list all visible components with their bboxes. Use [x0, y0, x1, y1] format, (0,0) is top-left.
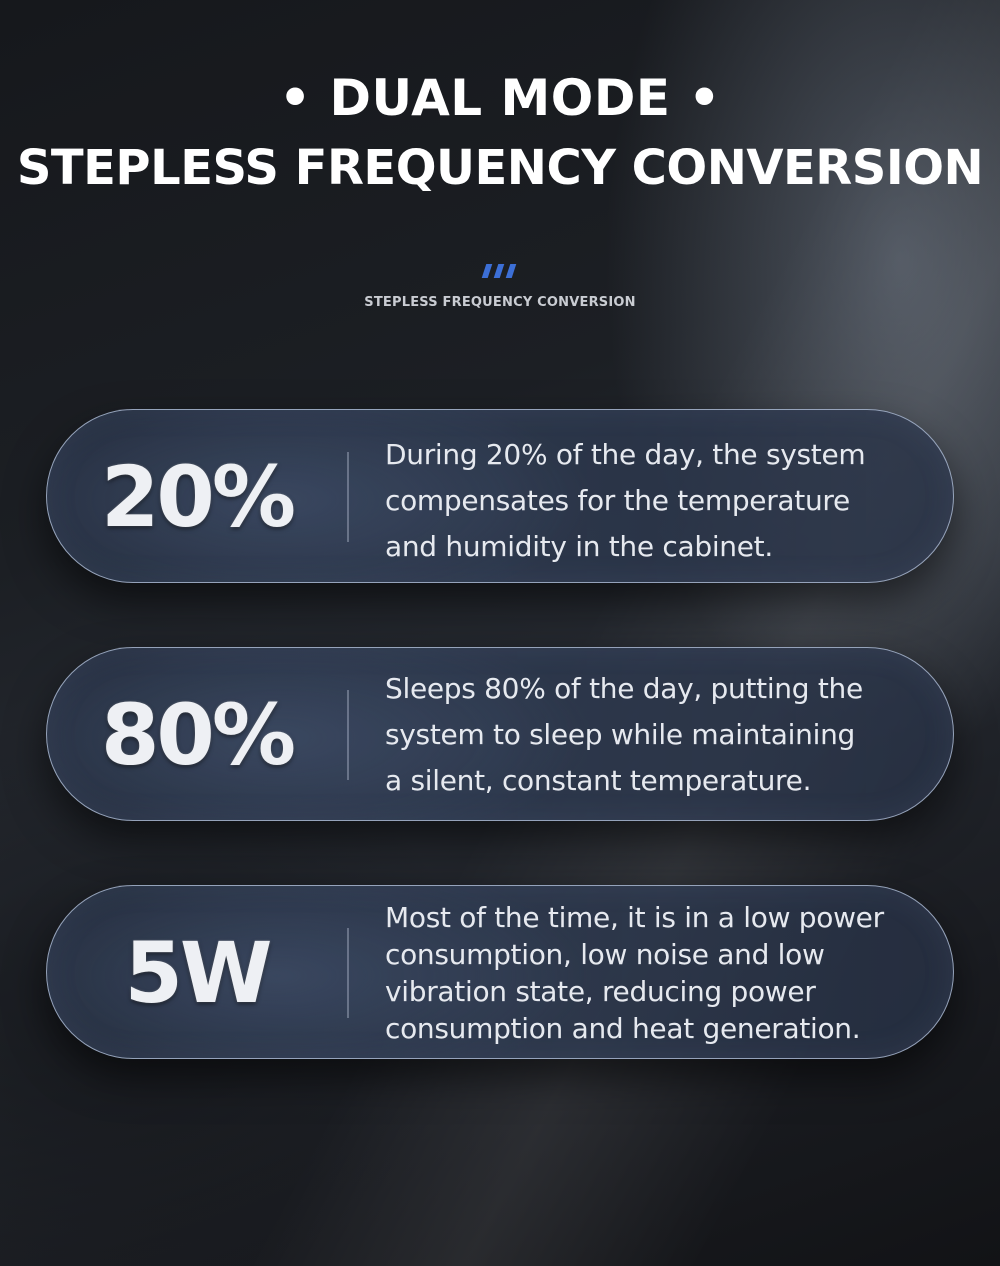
feature-card-20-percent: 20% During 20% of the day, the system co…	[46, 409, 954, 583]
page-title-line2: STEPLESS FREQUENCY CONVERSION	[16, 140, 984, 196]
card-divider	[347, 452, 349, 542]
feature-description: During 20% of the day, the system compen…	[385, 432, 925, 570]
feature-value: 80%	[100, 686, 296, 784]
description-line: consumption and heat generation.	[385, 1012, 861, 1045]
description-line: During 20% of the day, the system	[385, 438, 866, 471]
description-line: system to sleep while maintaining	[385, 718, 855, 751]
card-divider	[347, 928, 349, 1018]
page-subtitle: STEPLESS FREQUENCY CONVERSION	[364, 295, 636, 310]
feature-description: Most of the time, it is in a low power c…	[385, 899, 925, 1047]
feature-card-80-percent: 80% Sleeps 80% of the day, putting the s…	[46, 647, 954, 821]
description-line: Most of the time, it is in a low power	[385, 901, 884, 934]
description-line: consumption, low noise and low	[385, 938, 825, 971]
card-divider	[347, 690, 349, 780]
feature-value: 5W	[124, 924, 272, 1022]
feature-card-5w: 5W Most of the time, it is in a low powe…	[46, 885, 954, 1059]
feature-description: Sleeps 80% of the day, putting the syste…	[385, 666, 925, 804]
description-line: and humidity in the cabinet.	[385, 530, 773, 563]
description-line: Sleeps 80% of the day, putting the	[385, 672, 863, 705]
page-title-line1: • DUAL MODE •	[279, 69, 721, 127]
description-line: vibration state, reducing power	[385, 975, 816, 1008]
feature-value: 20%	[100, 448, 296, 546]
stripes-icon	[481, 264, 522, 278]
description-line: a silent, constant temperature.	[385, 764, 812, 797]
description-line: compensates for the temperature	[385, 484, 850, 517]
